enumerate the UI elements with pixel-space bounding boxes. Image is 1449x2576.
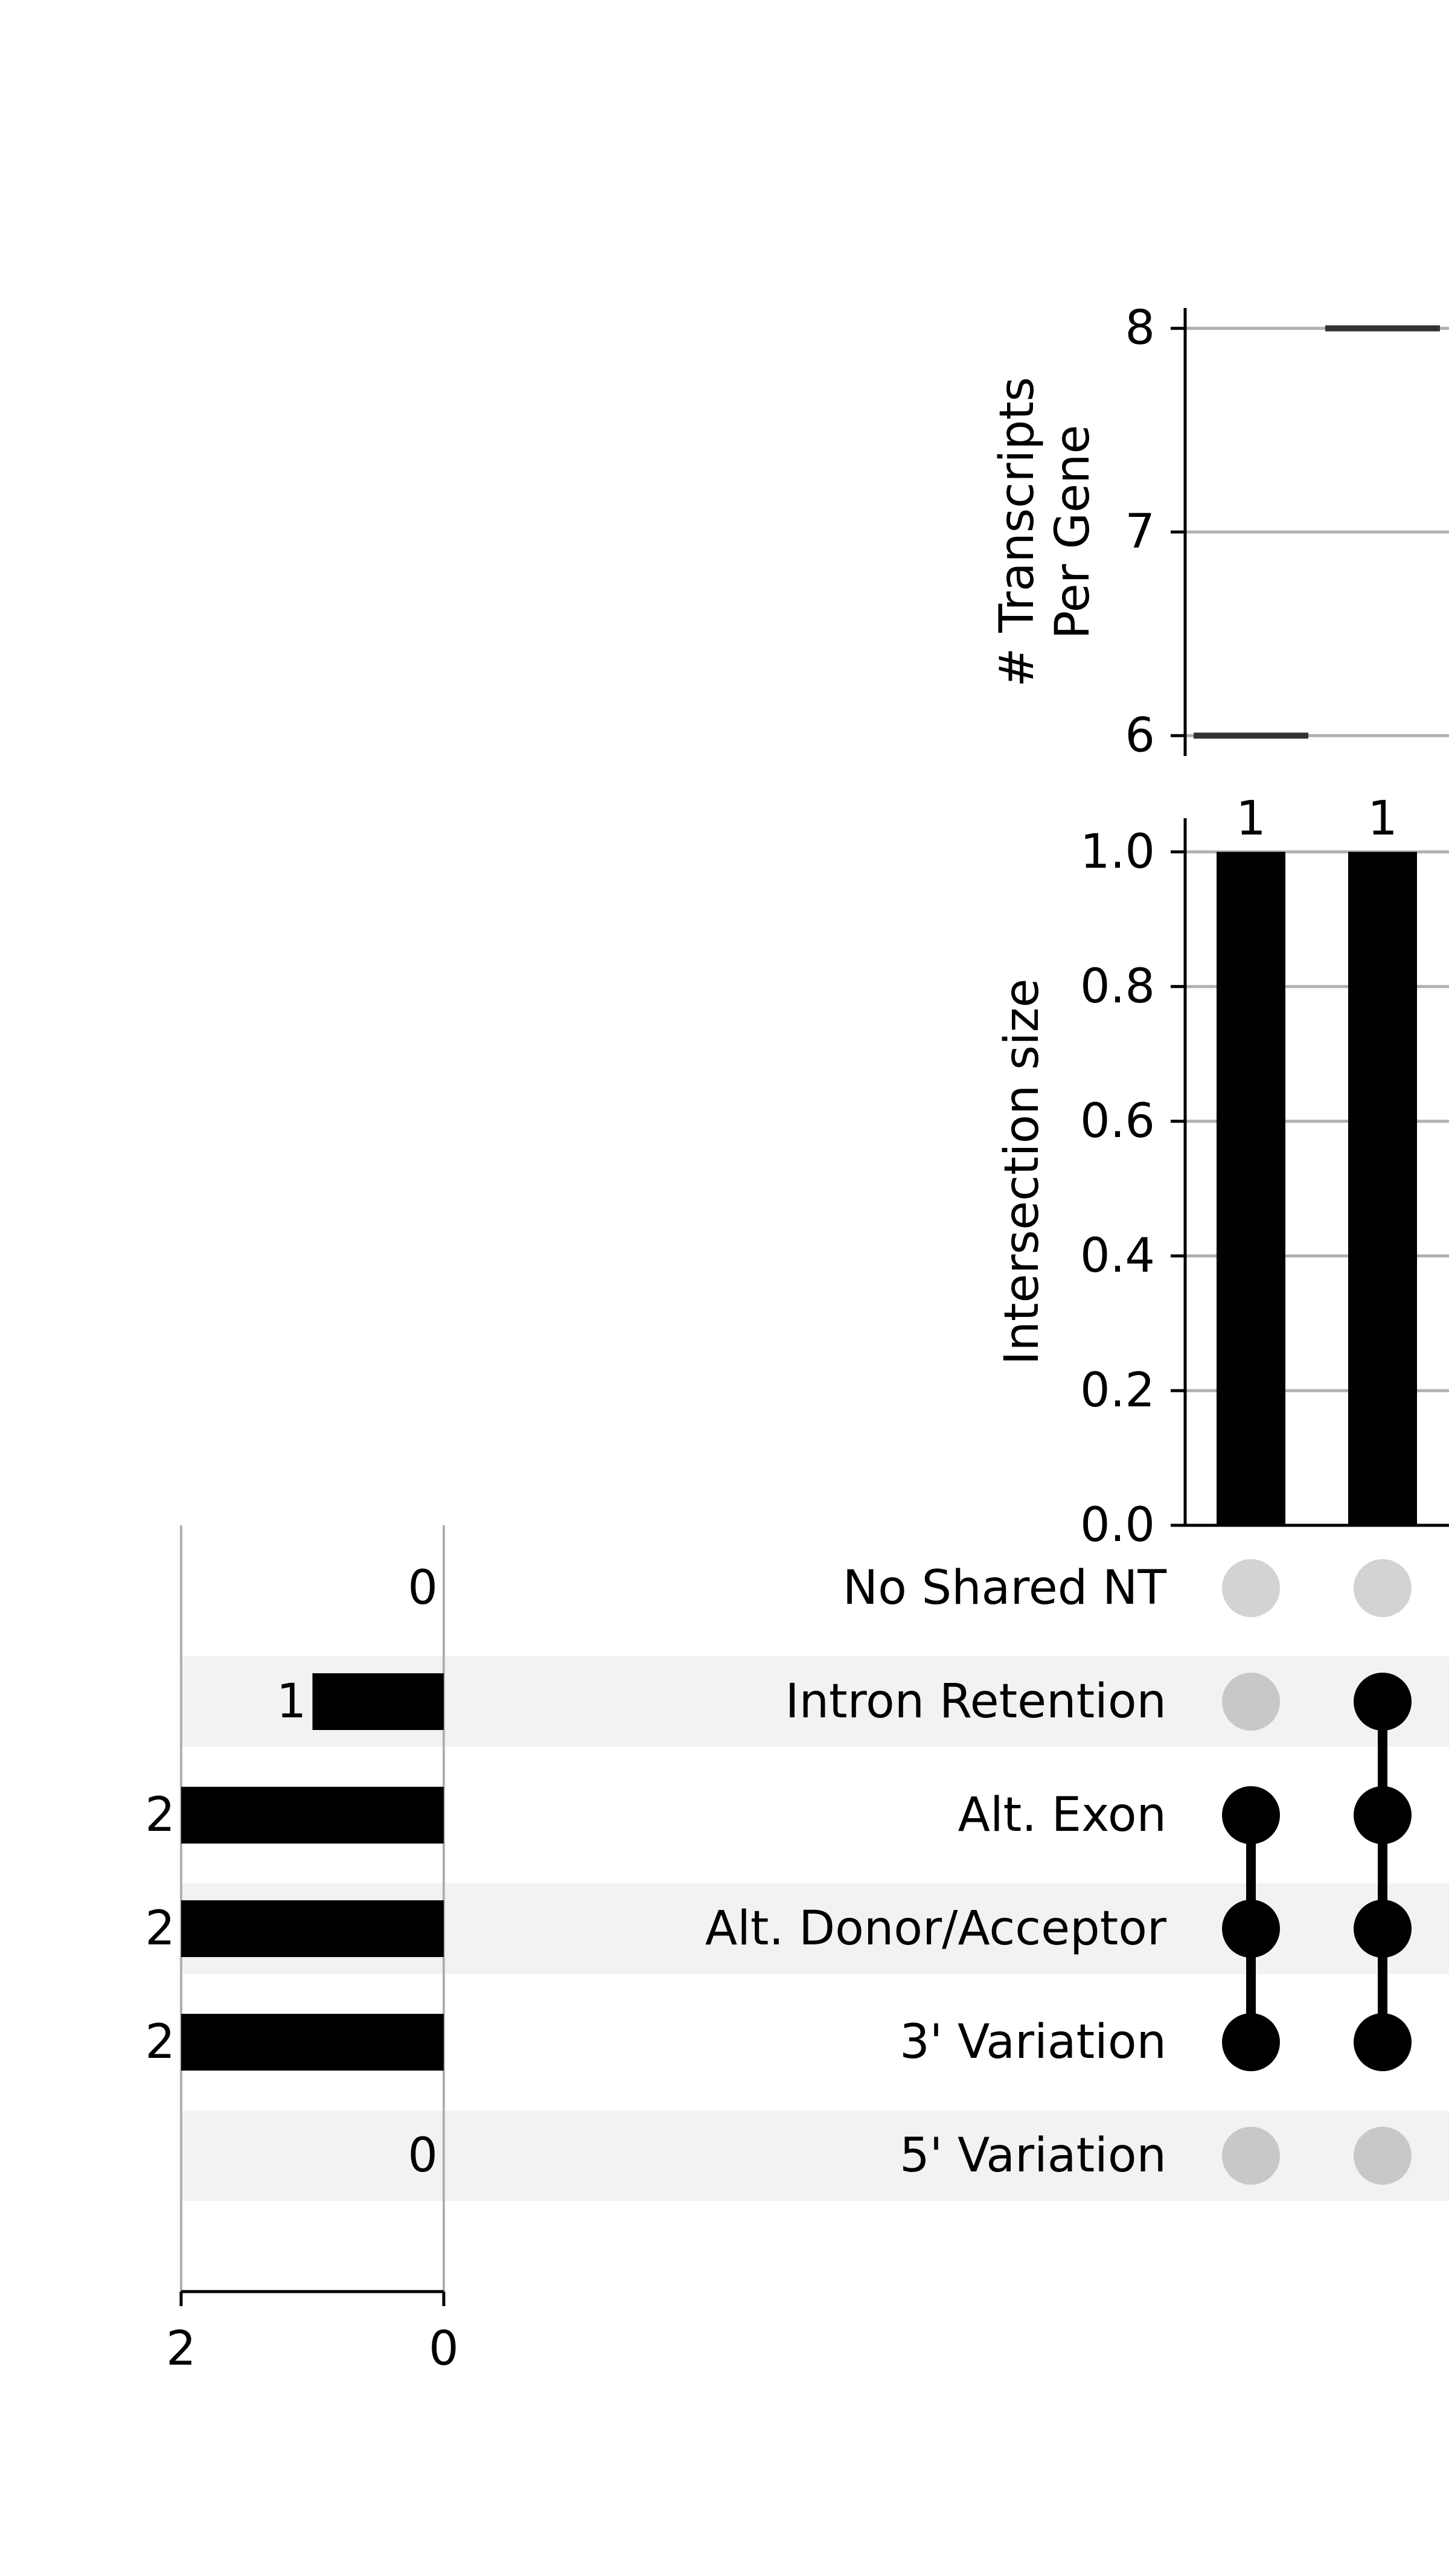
set-size-bar-label: 2: [145, 1788, 175, 1842]
set-name-label: No Shared NT: [843, 1561, 1167, 1615]
chart-marks: [181, 325, 1440, 2185]
matrix-dot-inactive: [1222, 1559, 1280, 1617]
set-size-bar-label: 0: [408, 1561, 438, 1615]
intersection-y-tick-label: 1.0: [1080, 825, 1155, 879]
intersection-y-tick-label: 0.0: [1080, 1498, 1155, 1552]
transcripts-y-tick-label: 7: [1125, 505, 1155, 559]
set-name-label: 5' Variation: [900, 2129, 1166, 2183]
set-size-bar: [181, 1787, 444, 1844]
set-size-bar-label: 2: [145, 1902, 175, 1956]
matrix-dot-inactive: [1222, 2127, 1280, 2185]
matrix-dot-inactive: [1222, 1673, 1280, 1731]
set-size-bar: [181, 2014, 444, 2071]
intersection-y-tick-label: 0.4: [1080, 1229, 1155, 1283]
set-name-label: Alt. Exon: [958, 1788, 1166, 1842]
intersection-y-axis-label: Intersection size: [995, 978, 1049, 1365]
matrix-dot-active: [1354, 2013, 1412, 2071]
transcripts-y-axis-label: Per Gene: [1046, 425, 1100, 639]
chart-text: 6 7 8 # Transcripts Per Gene 0.0 0.2 0.4 0.6 0.8 1…: [145, 301, 1397, 2376]
matrix-dot-inactive: [1354, 2127, 1412, 2185]
set-size-x-tick-label: 0: [429, 2322, 459, 2376]
matrix-dot-inactive: [1354, 1559, 1412, 1617]
set-name-label: Intron Retention: [785, 1674, 1166, 1729]
transcripts-y-axis-label: # Transcripts: [990, 377, 1044, 687]
intersection-bar-label: 1: [1367, 792, 1398, 846]
set-size-x-tick-label: 2: [166, 2322, 196, 2376]
intersection-y-tick-label: 0.8: [1080, 960, 1155, 1014]
intersection-bar-label: 1: [1236, 792, 1266, 846]
set-size-bar-label: 0: [408, 2129, 438, 2183]
intersection-bar: [1217, 851, 1285, 1525]
matrix-dot-active: [1222, 1786, 1280, 1844]
set-size-bar-label: 2: [145, 2015, 175, 2069]
intersection-bar: [1348, 851, 1417, 1525]
set-name-label: Alt. Donor/Acceptor: [705, 1902, 1167, 1956]
set-size-bar-label: 1: [277, 1674, 307, 1729]
set-size-bar: [181, 1900, 444, 1957]
set-size-bar: [312, 1673, 444, 1730]
matrix-dot-active: [1354, 1673, 1412, 1731]
set-name-label: 3' Variation: [900, 2015, 1166, 2069]
axes: [179, 308, 1449, 2306]
matrix-dot-active: [1222, 1900, 1280, 1958]
matrix-dot-active: [1354, 1900, 1412, 1958]
matrix-dot-active: [1354, 1786, 1412, 1844]
intersection-y-tick-label: 0.6: [1080, 1094, 1155, 1149]
transcripts-y-tick-label: 6: [1125, 708, 1155, 763]
intersection-y-tick-label: 0.2: [1080, 1363, 1155, 1418]
transcripts-y-tick-label: 8: [1125, 301, 1155, 356]
matrix-dot-active: [1222, 2013, 1280, 2071]
